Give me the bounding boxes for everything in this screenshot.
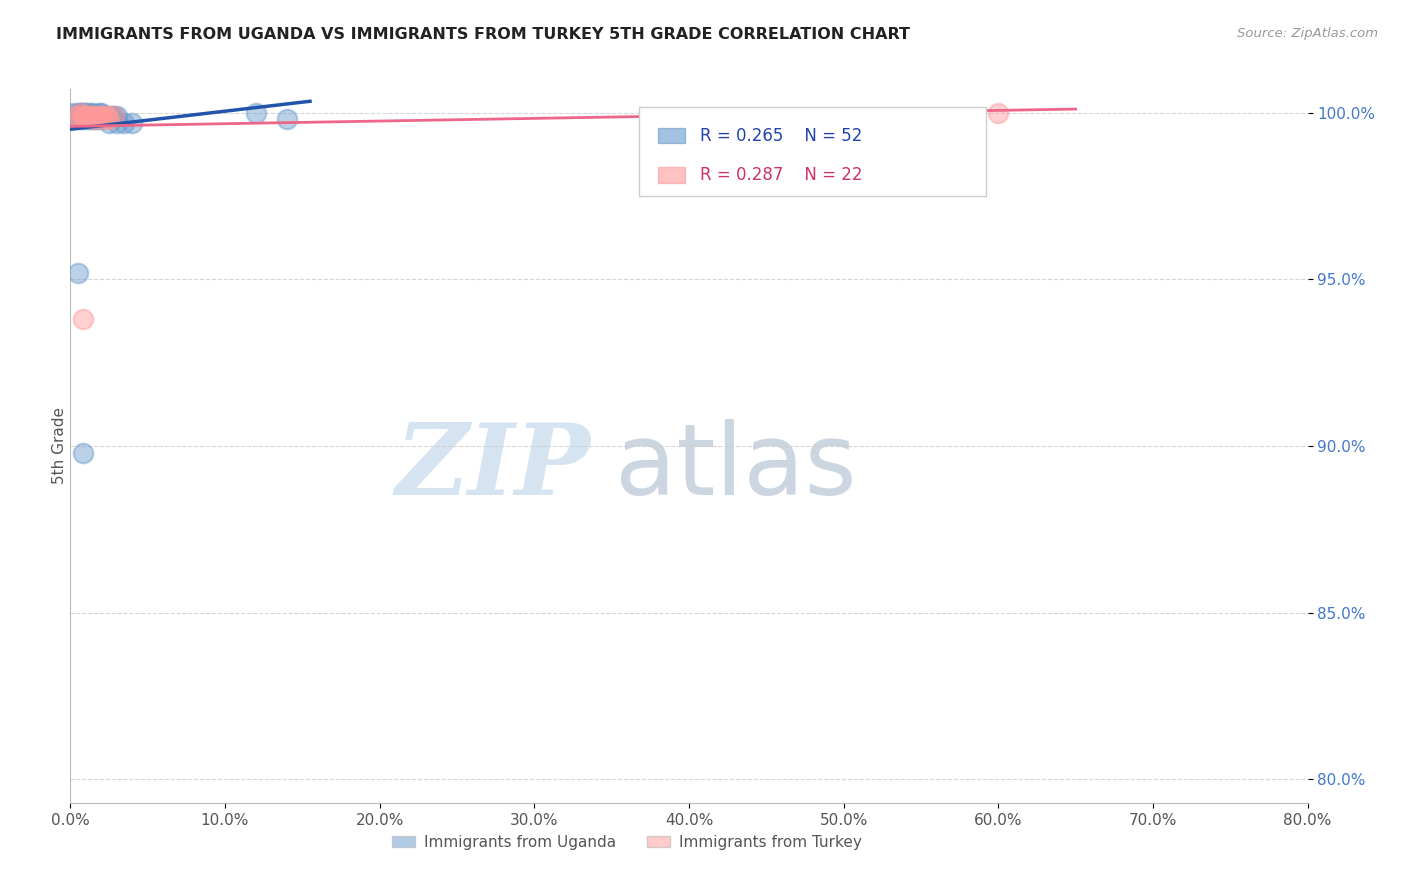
Point bbox=[98, 112, 120, 127]
Point bbox=[72, 445, 94, 459]
Point bbox=[91, 112, 114, 127]
FancyBboxPatch shape bbox=[658, 128, 685, 144]
Point bbox=[77, 112, 100, 127]
Point bbox=[103, 109, 125, 123]
Text: atlas: atlas bbox=[614, 419, 856, 516]
Point bbox=[80, 109, 103, 123]
Point bbox=[82, 105, 105, 120]
Text: IMMIGRANTS FROM UGANDA VS IMMIGRANTS FROM TURKEY 5TH GRADE CORRELATION CHART: IMMIGRANTS FROM UGANDA VS IMMIGRANTS FRO… bbox=[56, 27, 910, 42]
Text: ZIP: ZIP bbox=[395, 419, 591, 516]
Point bbox=[79, 109, 101, 123]
Point bbox=[75, 112, 97, 127]
Point bbox=[90, 112, 112, 127]
Point bbox=[82, 112, 105, 127]
Point bbox=[69, 109, 91, 123]
Point bbox=[87, 109, 110, 123]
Point bbox=[67, 109, 90, 123]
Point bbox=[105, 115, 128, 129]
Point bbox=[89, 109, 111, 123]
Point bbox=[90, 109, 112, 123]
Point bbox=[67, 105, 90, 120]
Point bbox=[96, 109, 118, 123]
Point bbox=[103, 109, 125, 123]
Point bbox=[67, 266, 90, 280]
Y-axis label: 5th Grade: 5th Grade bbox=[52, 408, 66, 484]
Point bbox=[75, 109, 97, 123]
Point bbox=[98, 115, 120, 129]
Point bbox=[91, 109, 114, 123]
Point bbox=[75, 109, 97, 123]
Point bbox=[69, 105, 91, 120]
Point bbox=[63, 112, 86, 127]
Point bbox=[276, 112, 298, 127]
Point bbox=[105, 109, 128, 123]
Point bbox=[84, 109, 107, 123]
Point bbox=[114, 115, 135, 129]
Point bbox=[121, 115, 143, 129]
Text: Source: ZipAtlas.com: Source: ZipAtlas.com bbox=[1237, 27, 1378, 40]
Point bbox=[87, 112, 110, 127]
Point bbox=[69, 112, 91, 127]
Point bbox=[73, 109, 96, 123]
Point bbox=[79, 105, 101, 120]
FancyBboxPatch shape bbox=[658, 167, 685, 183]
Point bbox=[94, 109, 117, 123]
Point bbox=[70, 105, 93, 120]
FancyBboxPatch shape bbox=[640, 107, 986, 196]
Point bbox=[77, 109, 100, 123]
Point bbox=[65, 112, 87, 127]
Point bbox=[94, 109, 117, 123]
Point bbox=[90, 105, 112, 120]
Point bbox=[80, 112, 103, 127]
Point bbox=[70, 109, 93, 123]
Point bbox=[84, 112, 107, 127]
Text: R = 0.265    N = 52: R = 0.265 N = 52 bbox=[700, 127, 862, 145]
Point bbox=[72, 112, 94, 127]
Point bbox=[62, 105, 84, 120]
Point bbox=[65, 109, 87, 123]
Point bbox=[63, 109, 86, 123]
Point bbox=[75, 105, 97, 120]
Point bbox=[67, 109, 90, 123]
Point bbox=[245, 105, 267, 120]
Point bbox=[72, 109, 94, 123]
Point bbox=[987, 105, 1010, 120]
Point bbox=[86, 109, 108, 123]
Point bbox=[79, 109, 101, 123]
Point bbox=[76, 109, 98, 123]
Point bbox=[73, 105, 96, 120]
Point bbox=[89, 105, 111, 120]
Point bbox=[76, 109, 98, 123]
Point bbox=[79, 109, 101, 123]
Legend: Immigrants from Uganda, Immigrants from Turkey: Immigrants from Uganda, Immigrants from … bbox=[387, 829, 868, 855]
Point bbox=[73, 109, 96, 123]
Point bbox=[90, 109, 112, 123]
Point bbox=[84, 109, 107, 123]
Point bbox=[70, 105, 93, 120]
Text: R = 0.287    N = 22: R = 0.287 N = 22 bbox=[700, 166, 862, 184]
Point bbox=[72, 312, 94, 326]
Point bbox=[82, 109, 105, 123]
Point bbox=[98, 109, 120, 123]
Point bbox=[80, 109, 103, 123]
Point bbox=[93, 109, 115, 123]
Point bbox=[63, 109, 86, 123]
Point bbox=[101, 109, 124, 123]
Point bbox=[86, 109, 108, 123]
Point bbox=[72, 105, 94, 120]
